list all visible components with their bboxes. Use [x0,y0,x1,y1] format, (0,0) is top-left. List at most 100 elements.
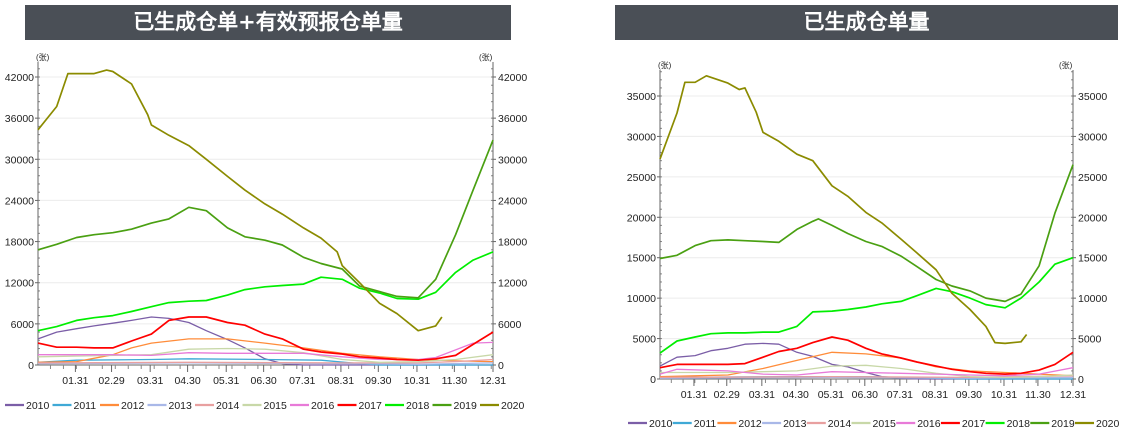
right-chart-title: 已生成仓单量 [615,5,1118,40]
y-tick-label-right: 24000 [498,195,527,207]
x-tick-label: 12.31 [480,375,506,387]
x-tick-label: 01.31 [62,375,88,387]
y-tick-label-right: 25000 [1078,172,1107,184]
legend-label-2019: 2019 [454,400,478,412]
y-tick-label-left: 30000 [5,154,34,166]
y-tick-label-left: 35000 [627,91,656,103]
series-line-2017 [37,316,494,362]
y-tick-label-right: 5000 [1078,334,1102,346]
x-tick-label: 06.30 [852,389,878,401]
y-tick-label-left: 25000 [627,172,656,184]
legend-label-2010: 2010 [649,418,673,430]
legend-label-2012: 2012 [121,400,145,412]
x-tick-label: 03.31 [137,375,163,387]
series-line-2012 [659,351,1074,378]
x-tick-label: 10.31 [991,389,1017,401]
legend-label-2020: 2020 [501,400,525,412]
legend-label-2018: 2018 [1007,418,1031,430]
x-tick-label: 09.30 [365,375,391,387]
y-tick-label-left: 20000 [627,212,656,224]
legend-label-2017: 2017 [359,400,383,412]
y-tick-label-right: 30000 [498,154,527,166]
legend-label-2010: 2010 [26,400,50,412]
legend-label-2017: 2017 [962,418,986,430]
y-tick-label-left: 18000 [5,237,34,249]
series-line-2016 [38,341,494,361]
x-tick-label: 08.31 [328,375,354,387]
legend-label-2013: 2013 [783,418,807,430]
y-tick-label-right: 36000 [498,113,527,125]
x-tick-label: 08.31 [922,389,948,401]
legend-label-2016: 2016 [917,418,941,430]
x-tick-label: 10.31 [404,375,430,387]
y-tick-label-right: 0 [498,360,504,372]
y-tick-label-right: 0 [1078,374,1084,386]
legend-label-2011: 2011 [694,418,717,430]
y-tick-label-left: 0 [28,360,34,372]
y-tick-label-right: 35000 [1078,91,1107,103]
legend-label-2012: 2012 [738,418,762,430]
x-tick-label: 05.31 [213,375,239,387]
x-tick-label: 07.31 [887,389,913,401]
y-tick-label-right: 10000 [1078,293,1107,305]
left-chart: 0 0 6000 6000 12000 12000 18000 18000 24000 24000… [5,53,528,412]
series-line-2010 [37,316,493,366]
y-tick-label-left: 30000 [627,131,656,143]
legend-label-2011: 2011 [74,400,97,412]
x-tick-label: 09.30 [956,389,982,401]
legend-label-2020: 2020 [1096,418,1120,430]
right-chart: 0 0 5000 5000 10000 10000 15000 15000 20000 20000… [627,61,1120,430]
series-line-2018 [659,256,1074,354]
y-tick-label-left: 36000 [5,113,34,125]
y-tick-label-right: 15000 [1078,253,1107,265]
x-tick-label: 04.30 [783,389,809,401]
legend-label-2015: 2015 [873,418,897,430]
y-tick-label-left: 6000 [11,319,35,331]
y-tick-label-left: 12000 [5,278,34,290]
series-line-2020 [659,74,1028,345]
unit-label-left: (张) [36,53,50,62]
x-tick-label: 11.30 [442,375,468,387]
x-tick-label: 02.29 [98,375,124,387]
y-tick-label-right: 18000 [498,237,527,249]
legend-label-2014: 2014 [828,418,852,430]
y-tick-label-left: 15000 [627,253,656,265]
series-line-2017 [659,336,1074,375]
legend-label-2013: 2013 [169,400,193,412]
series-line-2020 [37,69,443,332]
left-chart-title: 已生成仓单+有效预报仓单量 [25,5,511,40]
y-tick-label-right: 20000 [1078,212,1107,224]
series-line-2015 [660,364,1074,379]
unit-label-left: (张) [658,61,672,70]
y-tick-label-right: 30000 [1078,131,1107,143]
series-line-2011 [37,358,493,366]
series-line-2019 [659,164,1074,303]
y-tick-label-right: 42000 [498,72,527,84]
series-line-2019 [37,139,494,299]
series-line-2013 [659,376,1074,379]
x-tick-label: 07.31 [289,375,315,387]
x-tick-label: 12.31 [1060,389,1086,401]
x-tick-label: 05.31 [818,389,844,401]
legend-label-2014: 2014 [216,400,240,412]
unit-label-right: (张) [1059,61,1073,70]
x-tick-label: 04.30 [174,375,200,387]
y-tick-label-left: 42000 [5,72,34,84]
unit-label-right: (张) [479,53,493,62]
y-tick-label-left: 0 [650,374,656,386]
legend-label-2018: 2018 [406,400,430,412]
y-tick-label-right: 12000 [498,278,527,290]
x-tick-label: 03.31 [749,389,775,401]
x-tick-label: 01.31 [681,389,707,401]
y-tick-label-left: 24000 [5,195,34,207]
x-tick-label: 02.29 [714,389,740,401]
legend-label-2015: 2015 [264,400,288,412]
series-line-2016 [659,367,1074,377]
y-tick-label-right: 6000 [498,319,522,331]
series-line-2018 [37,251,494,332]
y-tick-label-left: 10000 [627,293,656,305]
y-tick-label-left: 5000 [633,334,657,346]
legend-label-2019: 2019 [1051,418,1075,430]
legend-label-2016: 2016 [311,400,335,412]
